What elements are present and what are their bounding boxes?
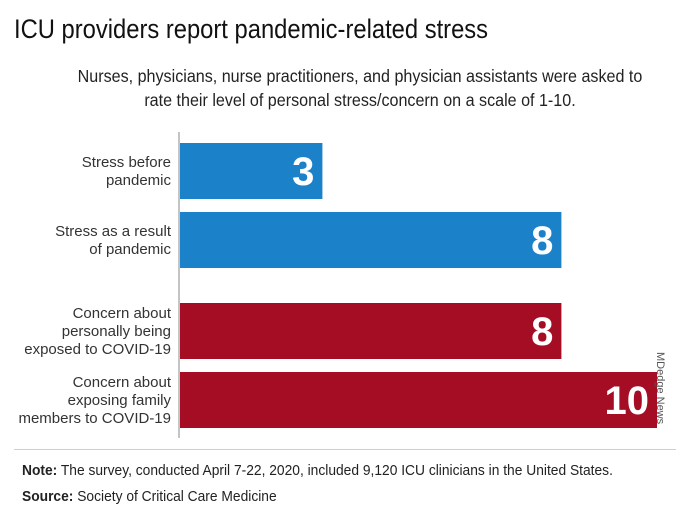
chart-title: ICU providers report pandemic-related st…: [14, 14, 489, 44]
bar-value-label: 8: [531, 310, 553, 354]
footer-divider: [14, 449, 676, 450]
category-label: Stress as a result of pandemic: [55, 223, 172, 258]
footnote: Note: The survey, conducted April 7-22, …: [22, 462, 613, 479]
category-label: Concern about exposing family members to C…: [18, 374, 171, 427]
chart-subtitle: Nurses, physicians, nurse practitioners,…: [77, 66, 643, 110]
bar-value-label: 8: [531, 219, 553, 263]
category-label: Stress before pandemic: [82, 154, 172, 189]
note-label: Note:: [22, 462, 58, 479]
bar: [179, 372, 657, 428]
source-label: Source:: [22, 488, 74, 505]
bar: [179, 143, 323, 199]
bar-value-label: 10: [605, 379, 650, 423]
bar: [179, 212, 562, 268]
source-line: Source: Society of Critical Care Medicin…: [22, 488, 277, 505]
bar: [179, 303, 562, 359]
category-label: Concern about personally being exposed to …: [24, 305, 172, 358]
bar-value-label: 3: [292, 150, 314, 194]
note-text: The survey, conducted April 7-22, 2020, …: [60, 462, 613, 479]
source-text: Society of Critical Care Medicine: [77, 488, 277, 505]
credit-text: MDedge News: [654, 352, 666, 425]
